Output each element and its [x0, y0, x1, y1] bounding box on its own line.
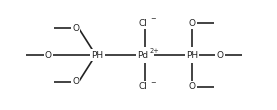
Text: O: O — [216, 50, 224, 60]
Text: O: O — [189, 19, 196, 28]
Text: O: O — [72, 24, 79, 33]
Text: 2+: 2+ — [150, 48, 160, 54]
Text: PH: PH — [91, 50, 104, 60]
Text: O: O — [45, 50, 52, 60]
Text: Pd: Pd — [137, 50, 148, 60]
Text: O: O — [189, 82, 196, 91]
Text: −: − — [150, 16, 155, 22]
Text: Cl: Cl — [138, 82, 147, 91]
Text: Cl: Cl — [138, 19, 147, 28]
Text: −: − — [150, 80, 155, 86]
Text: PH: PH — [186, 50, 198, 60]
Text: O: O — [72, 77, 79, 86]
